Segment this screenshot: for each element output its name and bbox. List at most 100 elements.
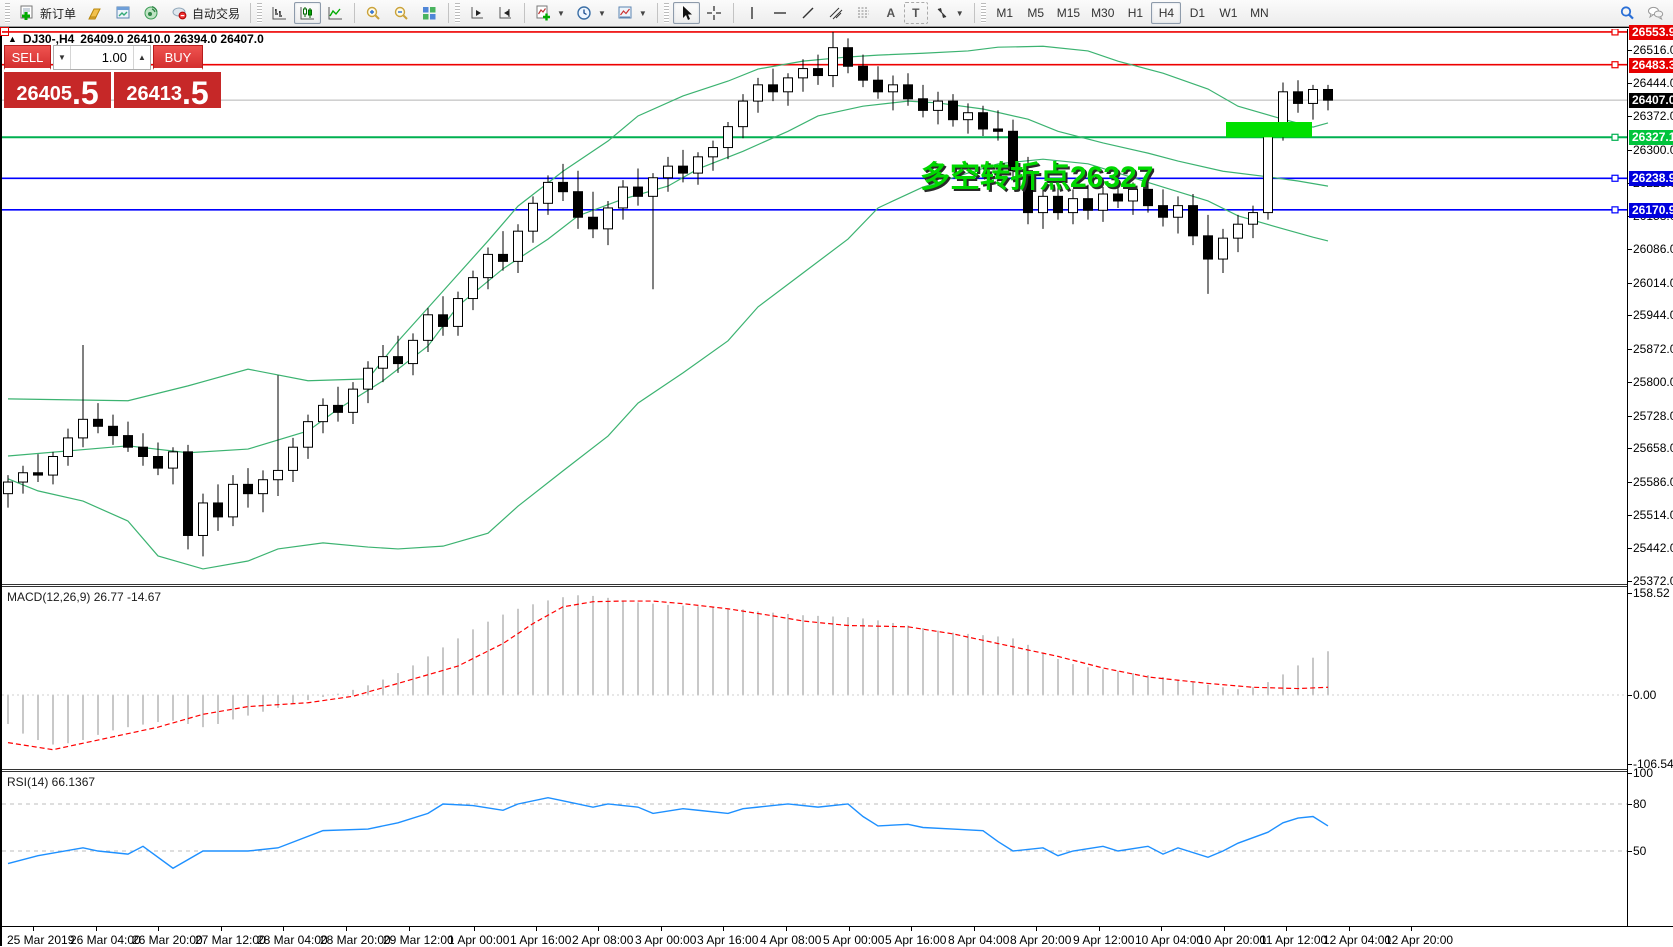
- zoom-out-button[interactable]: [388, 2, 415, 24]
- tile-windows-button[interactable]: [416, 2, 443, 24]
- arrows-tool[interactable]: ▼: [929, 2, 969, 24]
- macd-histogram-bar: [727, 608, 729, 695]
- macd-histogram-bar: [937, 630, 939, 695]
- cursor-tool-button[interactable]: [672, 2, 700, 24]
- zoom-in-button[interactable]: [360, 2, 387, 24]
- trendline-tool[interactable]: [795, 2, 822, 24]
- timeframe-MN[interactable]: MN: [1250, 6, 1269, 20]
- new-order-button[interactable]: 新订单: [14, 2, 81, 24]
- candle-body-bull: [78, 418, 88, 439]
- macd-histogram-bar: [67, 695, 69, 744]
- candle-body-bull: [738, 100, 748, 128]
- highlighter-icon: [88, 8, 101, 20]
- macd-histogram-bar: [1057, 658, 1059, 695]
- timeframe-M15[interactable]: M15: [1056, 6, 1081, 20]
- text-label-tool[interactable]: T: [903, 2, 928, 24]
- hline-handle[interactable]: [1611, 61, 1619, 69]
- candle-body-bull: [168, 451, 178, 469]
- hline-handle[interactable]: [1611, 206, 1619, 214]
- macd-scale-label: 0.00: [1627, 688, 1657, 702]
- highlight-rectangle[interactable]: [1226, 122, 1312, 138]
- sell-price-frac: .5: [71, 75, 99, 111]
- chart-window[interactable]: 多空转折点26327 多空转折点26327 ▲ DJ30-,H4 26409.0 …: [0, 24, 1673, 947]
- autotrading-button[interactable]: 自动交易: [166, 2, 245, 24]
- crosshair-icon: [706, 6, 721, 20]
- hline-handle[interactable]: [1611, 133, 1619, 141]
- panel-separator-2[interactable]: [2, 769, 1627, 772]
- candle-body-bull: [48, 455, 58, 476]
- hline-handle[interactable]: [1611, 29, 1619, 36]
- symbol-dropdown-icon[interactable]: ▲: [8, 34, 17, 44]
- indicator-window-forward-button[interactable]: [464, 2, 491, 24]
- macd-histogram-bar: [277, 695, 279, 708]
- timeframe-H1[interactable]: H1: [1127, 6, 1144, 20]
- timeframe-M1[interactable]: M1: [996, 6, 1014, 20]
- sell-button[interactable]: SELL: [4, 45, 51, 70]
- time-label: 1 Apr 16:00: [510, 933, 572, 947]
- sell-price[interactable]: 26405 .5: [4, 72, 111, 111]
- buy-button[interactable]: BUY: [153, 45, 203, 70]
- time-axis[interactable]: 25 Mar 2019 26 Mar 04:00 26 Mar 20:00 27 Ma…: [2, 926, 1673, 947]
- channel-icon: [829, 7, 843, 20]
- candle-body-bear: [573, 191, 583, 218]
- timeframe-M30[interactable]: M30: [1091, 6, 1115, 20]
- time-label: 12 Apr 20:00: [1385, 933, 1454, 947]
- chat-button[interactable]: [1642, 2, 1669, 24]
- crosshair-tool-button[interactable]: [701, 2, 728, 24]
- candlestick-chart-button[interactable]: [294, 2, 322, 24]
- macd-histogram-bar: [1282, 674, 1284, 695]
- highlight-button[interactable]: [82, 2, 109, 24]
- panel-separator-1[interactable]: [2, 584, 1627, 587]
- trendline-icon: [802, 7, 814, 19]
- timeframe-D1[interactable]: D1: [1189, 6, 1206, 20]
- vertical-line-tool[interactable]: [739, 2, 766, 24]
- candle-body-bear: [1158, 205, 1168, 218]
- market-window-button[interactable]: [110, 2, 137, 24]
- bar-chart-button[interactable]: [266, 2, 293, 24]
- arrows-caret[interactable]: ▼: [955, 8, 964, 18]
- candle-body-bear: [918, 98, 928, 111]
- macd-histogram-bar: [817, 615, 819, 695]
- macd-panel[interactable]: [2, 587, 1627, 769]
- candle-body-bull: [483, 253, 493, 279]
- macd-histogram-bar: [1297, 665, 1299, 695]
- candle-body-bull: [273, 469, 283, 481]
- rsi-panel[interactable]: [2, 772, 1627, 926]
- macd-histogram-bar: [337, 693, 339, 695]
- add-indicator-button[interactable]: ▼: [530, 2, 570, 24]
- period-caret[interactable]: ▼: [597, 8, 606, 18]
- price-axis[interactable]: 26516.026444.026372.026300.026228.026158…: [1627, 24, 1673, 926]
- timeframe-W1[interactable]: W1: [1219, 6, 1238, 20]
- text-tool[interactable]: A: [879, 2, 903, 24]
- time-tick: [346, 927, 347, 931]
- time-tick: [1411, 927, 1412, 931]
- signal-button[interactable]: [138, 2, 165, 24]
- volume-decrease-icon[interactable]: ▼: [54, 46, 71, 69]
- fibonacci-icon: [857, 7, 869, 18]
- volume-increase-icon[interactable]: ▲: [133, 46, 150, 69]
- price-badge-26407.0: 26407.0: [1629, 93, 1673, 109]
- volume-value[interactable]: 1.00: [101, 50, 127, 65]
- horizontal-line-tool[interactable]: [767, 2, 794, 24]
- timeframe-M5[interactable]: M5: [1027, 6, 1045, 20]
- search-button[interactable]: [1614, 2, 1641, 24]
- hline-handle[interactable]: [1611, 174, 1619, 182]
- equidistant-channel-tool[interactable]: [823, 2, 850, 24]
- indicator-window-back-button[interactable]: [492, 2, 519, 24]
- timeframe-H4[interactable]: H4: [1151, 2, 1182, 24]
- candle-body-bull: [1263, 135, 1273, 214]
- time-label: 26 Mar 20:00: [132, 933, 203, 947]
- fibonacci-tool[interactable]: [851, 2, 878, 24]
- add-indicator-caret[interactable]: ▼: [557, 8, 565, 18]
- axis-arrow-left-icon: [499, 7, 512, 19]
- time-tick: [409, 927, 410, 931]
- template-button[interactable]: ▼: [612, 2, 652, 24]
- candle-body-bear: [993, 128, 1003, 132]
- volume-stepper[interactable]: ▼ 1.00 ▲: [53, 45, 151, 70]
- template-caret[interactable]: ▼: [638, 8, 647, 18]
- line-chart-button[interactable]: [322, 2, 349, 24]
- period-button[interactable]: ▼: [571, 2, 611, 24]
- annotation-text[interactable]: 多空转折点26327: [920, 161, 1153, 194]
- buy-price[interactable]: 26413 .5: [114, 72, 221, 109]
